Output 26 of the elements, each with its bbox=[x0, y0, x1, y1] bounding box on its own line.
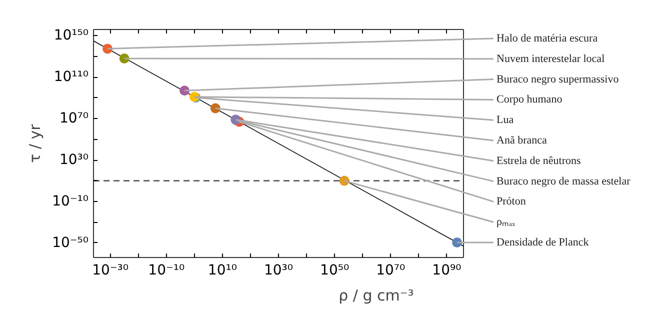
y-tick-label: 10³⁰ bbox=[59, 152, 89, 168]
annotation: Densidade de Planck bbox=[496, 236, 590, 248]
x-tick-label: 10⁻¹⁰ bbox=[148, 262, 185, 278]
y-axis-title: τ / yr bbox=[26, 123, 44, 163]
y-tick-label: 10⁷⁰ bbox=[59, 110, 89, 127]
annotation: Buraco negro supermassivo bbox=[496, 73, 620, 86]
annotation: Estrela de nêutrons bbox=[496, 154, 581, 167]
annotation: Anã branca bbox=[496, 134, 548, 146]
x-tick-label: 10⁵⁰ bbox=[320, 262, 350, 278]
y-tick-label: 10¹⁵⁰ bbox=[54, 28, 89, 44]
x-axis-title: ρ / g cm⁻³ bbox=[338, 286, 414, 304]
annotation: Halo de matéria escura bbox=[496, 32, 598, 44]
y-tick-label: 10⁻⁵⁰ bbox=[52, 234, 89, 251]
annotation: Buraco negro de massa estelar bbox=[496, 175, 631, 188]
y-tick-label: 10¹¹⁰ bbox=[54, 69, 89, 86]
annotation: Nuvem interestelar local bbox=[496, 52, 605, 65]
annotation: Lua bbox=[496, 114, 514, 126]
annotation: ρₘₐₓ bbox=[496, 216, 516, 228]
x-tick-label: 10⁻³⁰ bbox=[92, 262, 129, 278]
annotation: Próton bbox=[496, 196, 526, 208]
x-tick-label: 10⁹⁰ bbox=[432, 262, 462, 278]
x-tick-label: 10³⁰ bbox=[264, 262, 294, 278]
x-tick-label: 10⁷⁰ bbox=[376, 262, 406, 278]
annotation: Corpo humano bbox=[496, 94, 563, 106]
y-tick-label: 10⁻¹⁰ bbox=[52, 194, 89, 210]
x-tick-label: 10¹⁰ bbox=[208, 262, 238, 278]
